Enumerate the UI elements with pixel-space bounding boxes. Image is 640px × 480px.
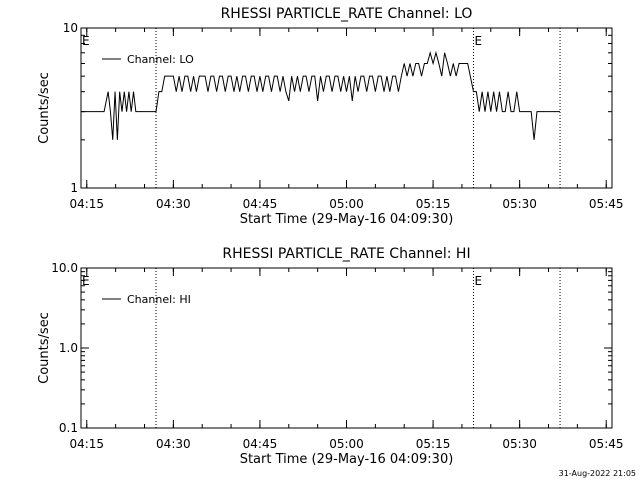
panel-1-x-tick-label: 05:30 — [502, 197, 537, 211]
panel-2-y-tick-label: 0.1 — [59, 421, 78, 435]
panel-1-legend-label: Channel: LO — [127, 53, 194, 66]
panel-2-x-tick-label: 05:00 — [329, 437, 364, 451]
panel-1-y-tick-label: 10 — [63, 21, 78, 35]
panel-2-event-marker: E — [474, 274, 482, 288]
panel-1-chart-title: RHESSI PARTICLE_RATE Channel: LO — [221, 6, 473, 22]
panel-1-event-marker: E — [82, 34, 90, 48]
panel-2-x-tick-label: 05:45 — [589, 437, 624, 451]
panel-2-x-axis-label: Start Time (29-May-16 04:09:30) — [240, 452, 454, 467]
panel-2-y-tick-label: 10.0 — [51, 261, 78, 275]
panel-1-y-tick-label: 1 — [70, 181, 78, 195]
panel-2-x-tick-label: 04:15 — [69, 437, 104, 451]
panel-2-chart-title: RHESSI PARTICLE_RATE Channel: HI — [222, 246, 470, 262]
panel-1-y-axis-label: Counts/sec — [37, 72, 52, 144]
panel-2-legend-label: Channel: HI — [127, 293, 191, 306]
panel-1-x-tick-label: 04:30 — [156, 197, 191, 211]
footer-timestamp: 31-Aug-2022 21:05 — [559, 469, 636, 478]
panel-2-event-marker: E — [82, 274, 90, 288]
panel-2-x-tick-label: 04:30 — [156, 437, 191, 451]
panel-2-y-tick-label: 1.0 — [59, 341, 78, 355]
panel-1-x-tick-label: 05:15 — [416, 197, 451, 211]
panel-1-event-marker: E — [474, 34, 482, 48]
panel-1-series-line-1 — [81, 50, 561, 140]
panel-1-x-tick-label: 04:15 — [69, 197, 104, 211]
panel-1-x-tick-label: 05:45 — [589, 197, 624, 211]
panel-1-x-axis-label: Start Time (29-May-16 04:09:30) — [240, 212, 454, 227]
panel-2-x-tick-label: 05:15 — [416, 437, 451, 451]
panel-1-plot-frame — [80, 27, 613, 189]
panel-2-y-axis-label: Counts/sec — [37, 312, 52, 384]
panel-1-x-tick-label: 05:00 — [329, 197, 364, 211]
panel-2-x-tick-label: 05:30 — [502, 437, 537, 451]
panel-2-plot-frame — [80, 267, 613, 429]
panel-2-x-tick-label: 04:45 — [243, 437, 278, 451]
panel-1-x-tick-label: 04:45 — [243, 197, 278, 211]
